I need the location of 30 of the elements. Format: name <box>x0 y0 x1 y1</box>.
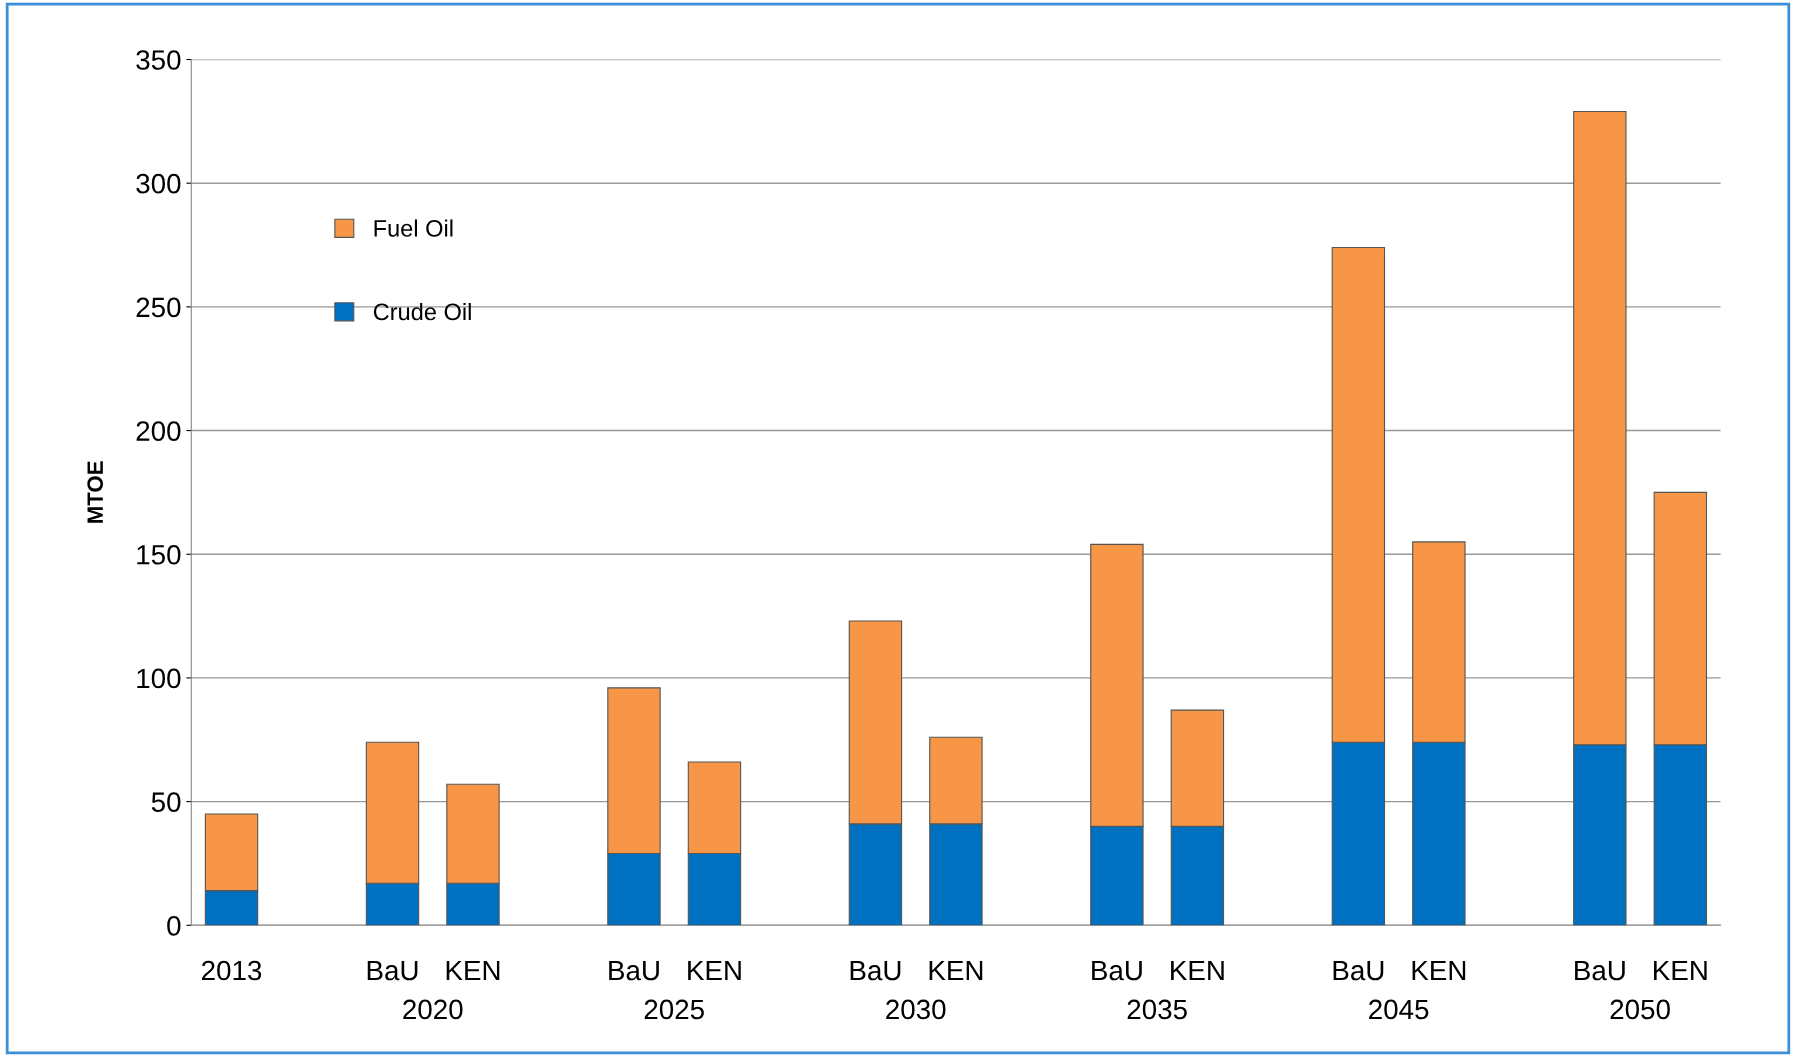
y-tick-label: 100 <box>137 668 181 689</box>
x-tick-label: BaU <box>367 960 418 981</box>
y-tick-label: 300 <box>136 173 181 194</box>
legend-label: Crude Oil <box>373 302 471 321</box>
y-tick-label: 150 <box>137 544 181 565</box>
x-tick-label: BaU <box>850 960 901 981</box>
x-tick-label: BaU <box>1092 960 1142 981</box>
y-tick-label: 50 <box>151 792 181 812</box>
x-tick-label: KEN <box>688 960 741 981</box>
x-tick-label: BaU <box>1333 960 1384 981</box>
x-tick-label: BaU <box>1575 960 1625 981</box>
x-tick-label: KEN <box>446 960 500 981</box>
text: 2030 <box>886 999 946 1020</box>
text: 2020 <box>403 999 463 1020</box>
y-axis-title: MTOE <box>87 461 104 523</box>
x-tick-label: KEN <box>1171 960 1224 981</box>
y-tick-label: 200 <box>136 421 181 441</box>
x-tick-label: KEN <box>1654 960 1707 981</box>
x-tick-label: 2013 <box>202 960 262 981</box>
text: 2025 <box>644 999 704 1020</box>
text: 2035 <box>1127 999 1187 1020</box>
y-tick-label: 350 <box>136 50 181 70</box>
legend-label: Fuel Oil <box>374 219 453 237</box>
x-tick-label: KEN <box>1412 960 1466 981</box>
x-tick-label: BaU <box>609 960 659 981</box>
y-tick-label: 250 <box>136 297 181 318</box>
x-tick-label: KEN <box>929 960 983 981</box>
y-tick-label: 0 <box>167 915 181 936</box>
text: 2045 <box>1369 999 1429 1020</box>
text: 2050 <box>1610 999 1670 1020</box>
